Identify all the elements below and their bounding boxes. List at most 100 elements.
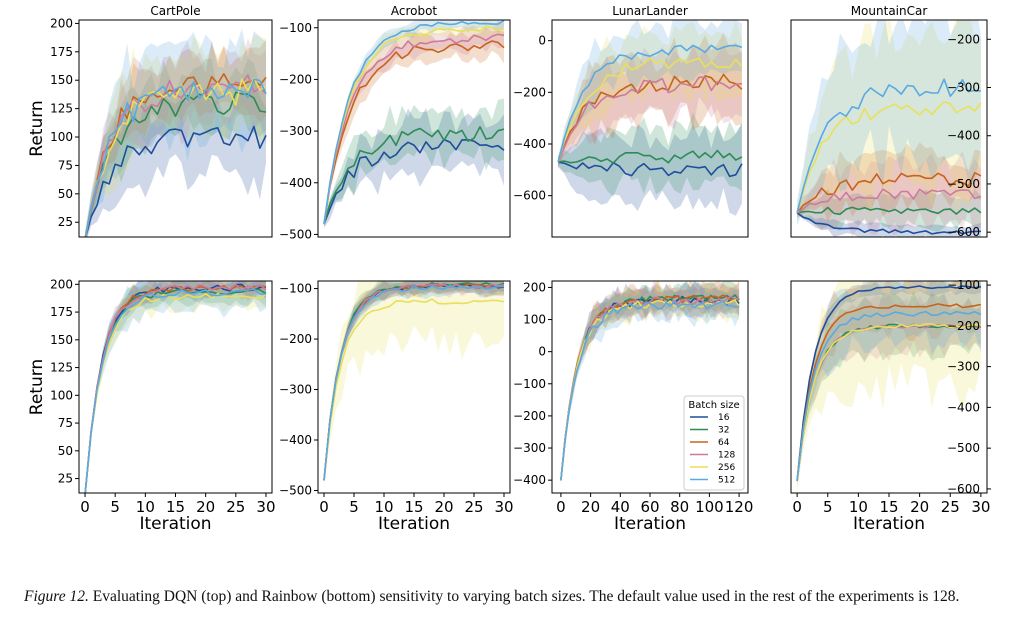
y-tick-label: −300	[279, 124, 312, 138]
panel-0-3-plot	[796, 20, 982, 237]
series-line-batch-128	[323, 33, 505, 225]
band-batch-32	[85, 281, 266, 493]
bands	[324, 281, 504, 488]
row-0-ylabel: Return	[27, 100, 47, 156]
y-tick-label: 75	[58, 416, 73, 430]
x-tick-label: 15	[404, 498, 423, 516]
x-tick-label: 0	[80, 498, 90, 516]
y-tick-label: −200	[513, 85, 546, 99]
y-tick-label: −300	[279, 383, 312, 397]
bands	[85, 28, 266, 237]
series-line-batch-128	[557, 76, 742, 163]
x-tick-label: 60	[640, 498, 659, 516]
series-line-batch-128	[560, 295, 740, 481]
x-tick-label: 10	[136, 498, 155, 516]
band-batch-32	[85, 58, 266, 237]
y-tick-label: 175	[50, 45, 73, 59]
x-tick-label: 15	[166, 498, 185, 516]
y-tick-label: −500	[279, 227, 312, 241]
panel-0-2-plot	[557, 20, 743, 216]
x-tick-label: 30	[256, 498, 275, 516]
panel-0-0-plot	[84, 28, 267, 237]
band-batch-256	[85, 34, 266, 237]
band-batch-32	[797, 290, 981, 483]
series-line-batch-256	[323, 25, 505, 225]
series-line-batch-16	[84, 125, 267, 237]
y-tick-label: 150	[50, 333, 73, 347]
band-batch-256	[797, 281, 981, 493]
series-line-batch-16	[796, 212, 981, 235]
series-line-batch-32	[557, 149, 743, 164]
x-tick-label: 5	[823, 498, 833, 516]
series-line-batch-16	[557, 161, 743, 178]
x-tick-label: 0	[556, 498, 566, 516]
lines	[323, 20, 505, 225]
y-tick-label: 50	[58, 187, 73, 201]
x-axis-label: Iteration	[853, 514, 925, 534]
y-tick-label: −500	[947, 441, 980, 455]
x-tick-label: 20	[196, 498, 215, 516]
legend-entry-256: 256	[718, 463, 735, 473]
y-tick-label: −100	[513, 377, 546, 391]
y-tick-label: 100	[50, 130, 73, 144]
x-tick-label: 80	[670, 498, 689, 516]
figure-canvas: ReturnCartPole255075100125150175200Acrob…	[27, 4, 991, 534]
x-tick-label: 5	[349, 498, 359, 516]
y-tick-label: −600	[947, 225, 980, 239]
panel-title: LunarLander	[612, 4, 688, 18]
y-tick-label: 100	[50, 388, 73, 402]
y-tick-label: 125	[50, 102, 73, 116]
series-line-batch-64	[796, 303, 982, 481]
series-line-batch-512	[84, 288, 266, 493]
y-tick-label: −200	[279, 332, 312, 346]
band-batch-16	[797, 211, 981, 237]
panel-frame	[78, 19, 273, 238]
y-tick-label: 125	[50, 361, 73, 375]
band-batch-64	[797, 142, 981, 222]
y-tick-label: −500	[947, 177, 980, 191]
x-tick-label: 20	[581, 498, 600, 516]
panel-1-1: −500 −400 −300 −200 −100 0 5 10 15 20 25 30 Iteratio…	[279, 280, 514, 534]
panel-frame	[317, 19, 511, 238]
y-tick-label: −500	[279, 483, 312, 497]
y-tick-label: 200	[50, 277, 73, 291]
y-tick-label: −400	[947, 400, 980, 414]
y-tick-label: −400	[513, 137, 546, 151]
y-tick-label: −300	[947, 81, 980, 95]
series-line-batch-512	[796, 78, 981, 214]
x-tick-label: 40	[611, 498, 630, 516]
series-line-batch-16	[796, 285, 982, 481]
series-line-batch-256	[84, 77, 267, 237]
series-line-batch-16	[323, 138, 505, 225]
x-tick-label: 25	[226, 498, 245, 516]
series-line-batch-64	[796, 172, 982, 214]
lines	[323, 282, 505, 481]
bands	[85, 281, 266, 493]
y-tick-label: 200	[523, 280, 546, 294]
lines	[557, 44, 743, 178]
band-batch-512	[797, 281, 981, 486]
series-line-batch-512	[323, 20, 505, 225]
panel-1-1-plot	[323, 281, 505, 488]
bands	[558, 20, 742, 216]
band-batch-512	[85, 28, 266, 237]
panel-frame	[551, 19, 749, 238]
y-tick-label: −600	[513, 189, 546, 203]
caption-label: Figure 12.	[24, 588, 89, 605]
lines	[796, 285, 982, 481]
y-tick-label: −600	[947, 482, 980, 496]
band-batch-16	[85, 76, 266, 237]
band-batch-128	[558, 44, 742, 167]
x-tick-label: 10	[374, 498, 393, 516]
series-line-batch-512	[557, 44, 743, 163]
series-line-batch-256	[323, 298, 505, 481]
legend-title: Batch size	[688, 400, 739, 411]
band-batch-512	[560, 283, 740, 483]
lines	[84, 283, 267, 493]
series-line-batch-256	[84, 292, 267, 493]
legend-entry-16: 16	[718, 413, 730, 423]
band-batch-256	[324, 281, 504, 488]
band-batch-512	[558, 20, 742, 167]
panel-1-0: 25 50 75 100 125 150 175 200 0 5 10 15 20 25 30 Iterati…	[50, 277, 275, 534]
legend-entry-512: 512	[718, 476, 735, 486]
